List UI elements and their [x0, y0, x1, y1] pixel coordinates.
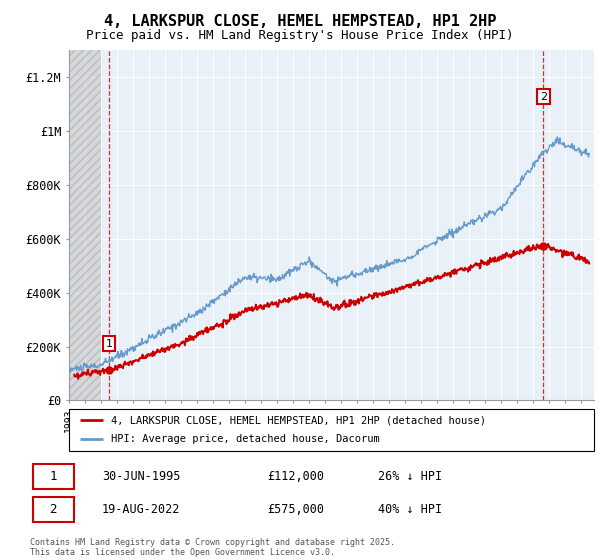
Text: 2: 2	[539, 91, 547, 101]
Text: 30-JUN-1995: 30-JUN-1995	[102, 470, 180, 483]
FancyBboxPatch shape	[69, 409, 594, 451]
Text: 26% ↓ HPI: 26% ↓ HPI	[378, 470, 442, 483]
Text: 40% ↓ HPI: 40% ↓ HPI	[378, 503, 442, 516]
FancyBboxPatch shape	[33, 497, 74, 522]
Text: £575,000: £575,000	[268, 503, 325, 516]
Bar	[69, 50, 101, 400]
Text: HPI: Average price, detached house, Dacorum: HPI: Average price, detached house, Daco…	[111, 435, 380, 445]
FancyBboxPatch shape	[33, 464, 74, 489]
Text: Price paid vs. HM Land Registry's House Price Index (HPI): Price paid vs. HM Land Registry's House …	[86, 29, 514, 42]
Text: Contains HM Land Registry data © Crown copyright and database right 2025.
This d: Contains HM Land Registry data © Crown c…	[30, 538, 395, 557]
Text: £112,000: £112,000	[268, 470, 325, 483]
Text: 4, LARKSPUR CLOSE, HEMEL HEMPSTEAD, HP1 2HP (detached house): 4, LARKSPUR CLOSE, HEMEL HEMPSTEAD, HP1 …	[111, 415, 486, 425]
Text: 1: 1	[106, 339, 113, 349]
Text: 2: 2	[49, 503, 57, 516]
Text: 1: 1	[49, 470, 57, 483]
Text: 19-AUG-2022: 19-AUG-2022	[102, 503, 180, 516]
Text: 4, LARKSPUR CLOSE, HEMEL HEMPSTEAD, HP1 2HP: 4, LARKSPUR CLOSE, HEMEL HEMPSTEAD, HP1 …	[104, 14, 496, 29]
